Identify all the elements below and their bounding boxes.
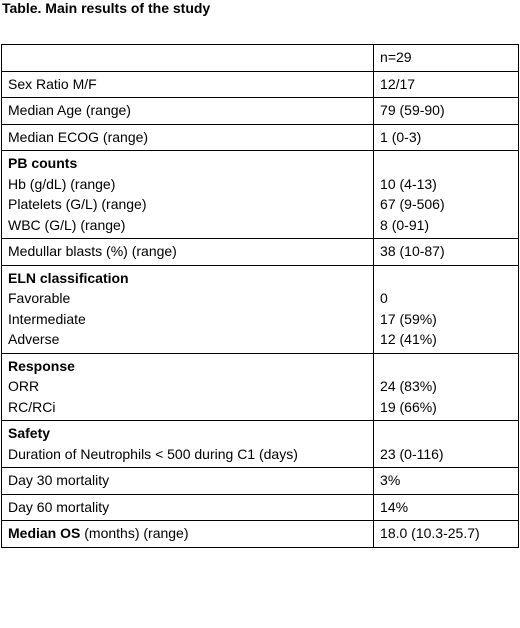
eln-heading: ELN classification bbox=[8, 269, 129, 286]
wbc-label: WBC (G/L) (range) bbox=[8, 216, 126, 233]
eln-favorable-label: Favorable bbox=[8, 290, 71, 306]
median-ecog-label: Median ECOG (range) bbox=[0, 123, 375, 151]
eln-label-cell: ELN classification Favorable Intermediat… bbox=[0, 264, 375, 354]
wbc-value: 8 (0-91) bbox=[380, 216, 430, 233]
table-row: Day 30 mortality 3% bbox=[0, 467, 519, 495]
sex-ratio-value: 12/17 bbox=[373, 70, 519, 98]
table-row: Median OS (months) (range) 18.0 (10.3-25… bbox=[0, 520, 519, 548]
pb-counts-value-cell: 10 (4-13) 67 (9-506) 8 (0-91) bbox=[373, 150, 519, 239]
safety-value-cell: 23 (0-116) bbox=[373, 420, 519, 468]
orr-value: 24 (83%) bbox=[380, 378, 437, 394]
pb-counts-label-cell: PB counts Hb (g/dL) (range) Platelets (G… bbox=[0, 150, 375, 239]
eln-adverse-label: Adverse bbox=[8, 331, 60, 347]
table-header-row: n=29 bbox=[0, 44, 519, 72]
medullar-blasts-label: Medullar blasts (%) (range) bbox=[0, 238, 375, 266]
response-label-cell: Response ORR RC/RCi bbox=[0, 352, 375, 421]
hb-label: Hb (g/dL) (range) bbox=[8, 175, 116, 192]
orr-label: ORR bbox=[8, 378, 40, 394]
table-row: Median Age (range) 79 (59-90) bbox=[0, 97, 519, 125]
rc-rci-value: 19 (66%) bbox=[380, 398, 437, 415]
day60-mortality-value: 14% bbox=[373, 493, 519, 521]
day60-mortality-label: Day 60 mortality bbox=[0, 493, 375, 521]
hb-value: 10 (4-13) bbox=[380, 175, 437, 192]
response-value-cell: 24 (83%) 19 (66%) bbox=[373, 352, 519, 421]
platelets-label: Platelets (G/L) (range) bbox=[8, 196, 147, 212]
table-row: Sex Ratio M/F 12/17 bbox=[0, 70, 519, 98]
table-row: Response ORR RC/RCi 24 (83%) 19 (66%) bbox=[0, 352, 519, 421]
median-age-label: Median Age (range) bbox=[0, 97, 375, 125]
median-age-value: 79 (59-90) bbox=[373, 97, 519, 125]
eln-intermediate-label: Intermediate bbox=[8, 310, 86, 327]
median-os-label: Median OS bbox=[8, 525, 81, 541]
medullar-blasts-value: 38 (10-87) bbox=[373, 238, 519, 266]
table-row: Safety Duration of Neutrophils < 500 dur… bbox=[0, 420, 519, 468]
response-heading: Response bbox=[8, 357, 75, 374]
eln-value-cell: 0 17 (59%) 12 (41%) bbox=[373, 264, 519, 354]
safety-heading: Safety bbox=[8, 425, 51, 441]
median-ecog-value: 1 (0-3) bbox=[373, 123, 519, 151]
results-table: n=29 Sex Ratio M/F 12/17 Median Age (ran… bbox=[0, 44, 519, 548]
pb-counts-heading: PB counts bbox=[8, 155, 78, 171]
median-os-value: 18.0 (10.3-25.7) bbox=[373, 520, 519, 548]
neutrophils-duration-label: Duration of Neutrophils < 500 during C1 … bbox=[8, 445, 298, 462]
sex-ratio-label: Sex Ratio M/F bbox=[0, 70, 375, 98]
header-value-cell: n=29 bbox=[373, 44, 519, 72]
eln-favorable-value: 0 bbox=[380, 290, 388, 306]
median-os-label-suffix: (months) (range) bbox=[80, 525, 189, 541]
platelets-value: 67 (9-506) bbox=[380, 196, 445, 212]
eln-adverse-value: 12 (41%) bbox=[380, 331, 437, 347]
table-title: Table. Main results of the study bbox=[2, 0, 211, 16]
eln-intermediate-value: 17 (59%) bbox=[380, 310, 437, 327]
table-row: Median ECOG (range) 1 (0-3) bbox=[0, 123, 519, 151]
day30-mortality-label: Day 30 mortality bbox=[0, 467, 375, 495]
table-row: Medullar blasts (%) (range) 38 (10-87) bbox=[0, 238, 519, 266]
table-row: PB counts Hb (g/dL) (range) Platelets (G… bbox=[0, 150, 519, 239]
table-row: Day 60 mortality 14% bbox=[0, 493, 519, 521]
day30-mortality-value: 3% bbox=[373, 467, 519, 495]
safety-label-cell: Safety Duration of Neutrophils < 500 dur… bbox=[0, 420, 375, 468]
median-os-label-cell: Median OS (months) (range) bbox=[0, 520, 375, 548]
rc-rci-label: RC/RCi bbox=[8, 398, 56, 415]
header-label-cell bbox=[0, 44, 375, 72]
table-row: ELN classification Favorable Intermediat… bbox=[0, 264, 519, 354]
neutrophils-duration-value: 23 (0-116) bbox=[380, 445, 444, 462]
